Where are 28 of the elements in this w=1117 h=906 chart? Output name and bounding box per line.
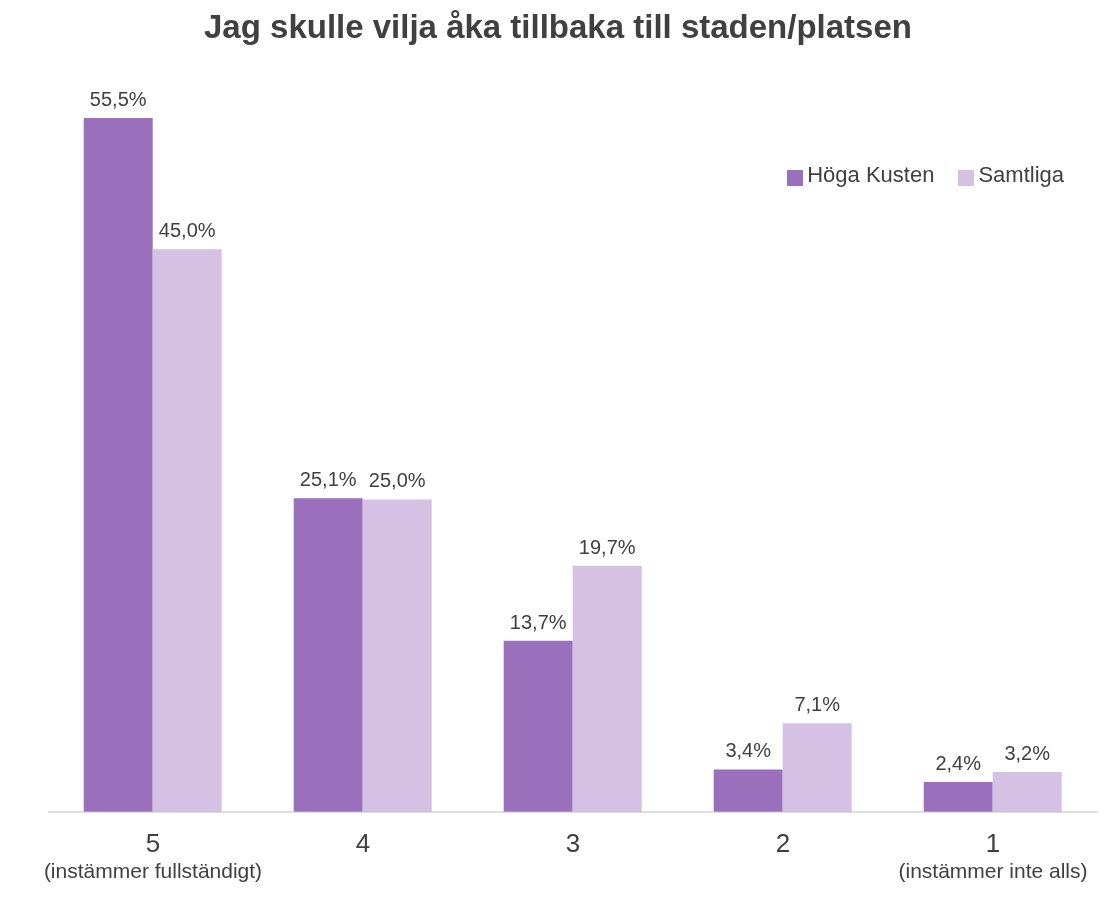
- data-label: 25,0%: [368, 469, 426, 492]
- data-label: 25,1%: [299, 468, 357, 491]
- bar: [362, 499, 432, 812]
- data-label: 13,7%: [509, 610, 567, 633]
- bar: [782, 723, 852, 812]
- data-label: 19,7%: [578, 535, 636, 558]
- data-label: 55,5%: [89, 88, 147, 110]
- bar: [992, 771, 1062, 812]
- bar: [503, 640, 573, 812]
- x-tick-label: 4: [355, 828, 371, 858]
- bar: [713, 769, 783, 812]
- bar: [293, 498, 363, 812]
- data-label: 7,1%: [794, 693, 841, 716]
- legend-label: Höga Kusten: [807, 162, 935, 187]
- x-tick-label: 2: [775, 828, 791, 858]
- bar: [152, 249, 222, 812]
- legend-label: Samtliga: [978, 162, 1064, 187]
- data-label: 2,4%: [935, 751, 982, 774]
- x-tick-label: 3: [565, 828, 581, 858]
- x-tick-label: 1 (instämmer inte alls): [898, 828, 1088, 882]
- data-label: 3,2%: [1004, 741, 1051, 764]
- bar: [83, 118, 153, 812]
- bar: [572, 565, 642, 812]
- x-tick-label: 5 (instämmer fullständigt): [43, 828, 263, 882]
- data-label: 3,4%: [725, 739, 772, 762]
- chart-title: Jag skulle vilja åka tillbaka till staden/platsen: [203, 8, 913, 47]
- bar: [923, 781, 993, 812]
- data-label: 45,0%: [158, 219, 216, 242]
